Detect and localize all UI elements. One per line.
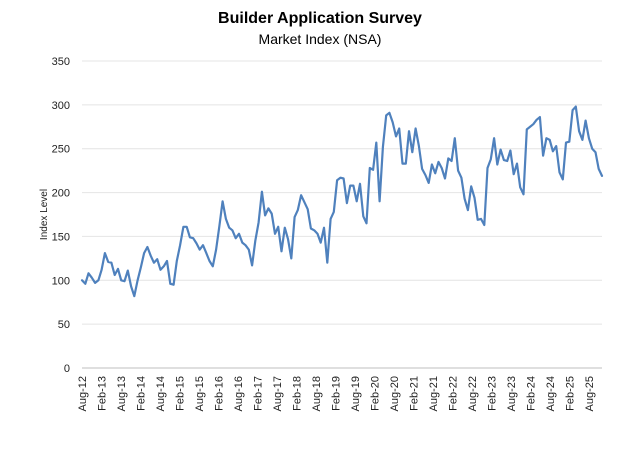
x-tick-label: Aug-21 — [428, 376, 440, 411]
y-tick-label: 100 — [52, 275, 70, 287]
x-tick-label: Feb-25 — [565, 376, 577, 411]
x-tick-label: Feb-17 — [253, 376, 265, 411]
y-tick-label: 250 — [52, 144, 70, 156]
y-tick-label: 200 — [52, 188, 70, 200]
x-tick-label: Feb-21 — [409, 376, 421, 411]
x-tick-label: Aug-24 — [545, 376, 557, 411]
x-tick-label: Feb-22 — [448, 376, 460, 411]
x-tick-label: Aug-18 — [311, 376, 323, 411]
x-tick-label: Feb-19 — [331, 376, 343, 411]
x-tick-label: Feb-13 — [97, 376, 109, 411]
x-tick-label: Feb-18 — [292, 376, 304, 411]
y-tick-label: 150 — [52, 231, 70, 243]
x-tick-label: Aug-17 — [272, 376, 284, 411]
x-tick-label: Aug-23 — [506, 376, 518, 411]
x-tick-label: Aug-12 — [77, 376, 89, 411]
x-tick-label: Aug-16 — [233, 376, 245, 411]
x-tick-label: Aug-15 — [194, 376, 206, 411]
x-tick-label: Aug-22 — [467, 376, 479, 411]
chart-title: Builder Application Survey — [218, 10, 422, 27]
series-line — [80, 105, 604, 298]
y-tick-label: 50 — [58, 319, 70, 331]
x-tick-label: Feb-15 — [175, 376, 187, 411]
x-tick-label: Feb-14 — [136, 376, 148, 411]
x-tick-label: Aug-20 — [389, 376, 401, 411]
x-tick-label: Aug-19 — [350, 376, 362, 411]
y-tick-label: 300 — [52, 100, 70, 112]
x-tick-label: Aug-14 — [155, 376, 167, 411]
y-tick-label: 350 — [52, 56, 70, 68]
x-tick-label: Feb-20 — [370, 376, 382, 411]
x-tick-label: Aug-25 — [584, 376, 596, 411]
x-tick-label: Feb-23 — [487, 376, 499, 411]
y-axis-title: Index Level — [39, 189, 50, 240]
x-tick-label: Feb-24 — [526, 376, 538, 411]
x-tick-label: Aug-13 — [116, 376, 128, 411]
chart-subtitle: Market Index (NSA) — [258, 31, 382, 47]
y-tick-label: 0 — [64, 363, 70, 375]
x-tick-label: Feb-16 — [214, 376, 226, 411]
